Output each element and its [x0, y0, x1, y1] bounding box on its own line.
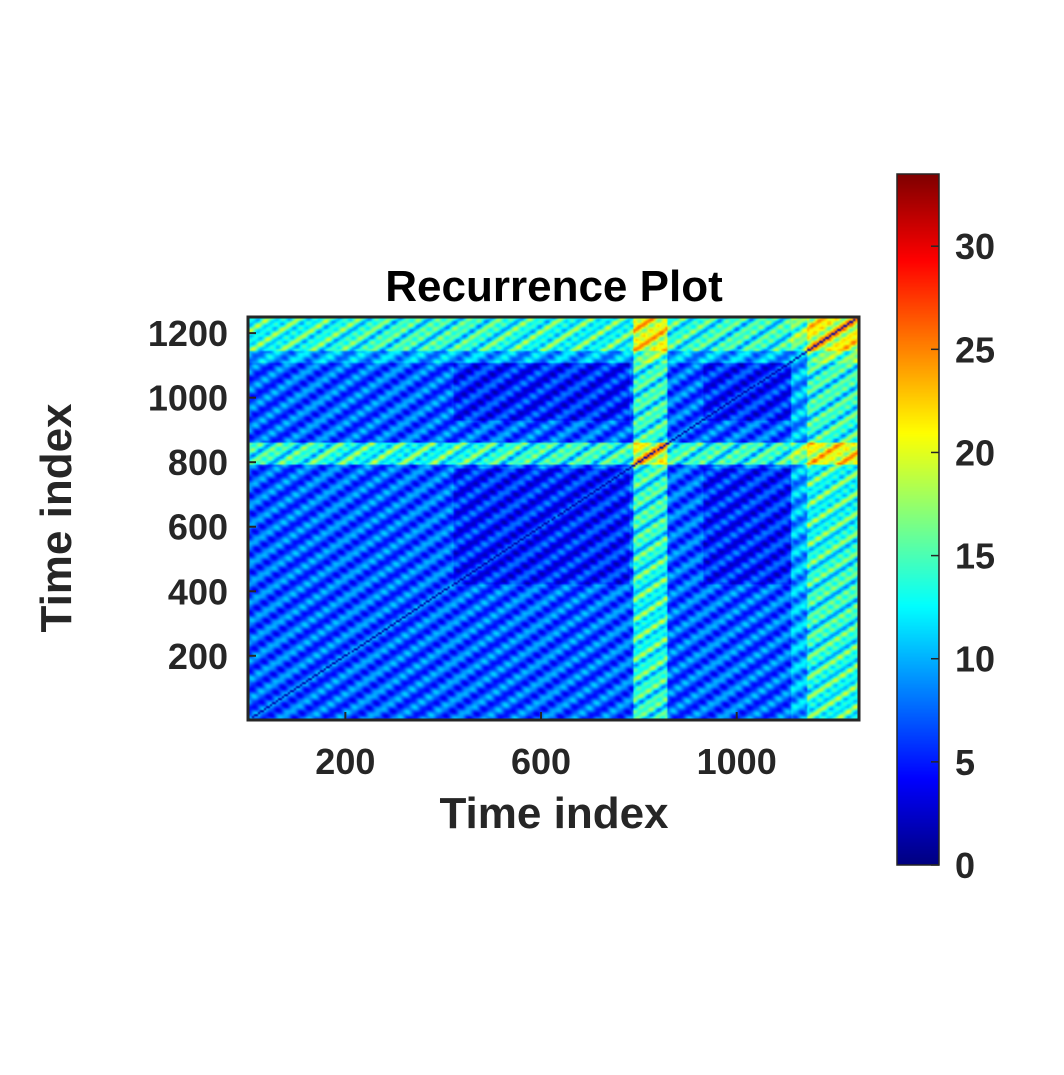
colorbar-gradient [897, 174, 939, 865]
colorbar: 0 5 10 15 20 25 30 [896, 173, 995, 886]
colorbar-tick-label: 10 [955, 639, 995, 680]
heatmap-area [246, 315, 861, 722]
y-axis-ticks: 200 400 600 800 1000 1200 [148, 313, 256, 677]
x-tick-label: 1000 [697, 741, 777, 782]
colorbar-tick-label: 25 [955, 329, 995, 370]
colorbar-tick-label: 20 [955, 432, 995, 473]
heatmap-image [248, 317, 859, 720]
y-tick-label: 600 [168, 507, 228, 548]
x-axis-ticks: 200 600 1000 [315, 712, 777, 782]
x-tick-label: 200 [315, 741, 375, 782]
y-tick-label: 1000 [148, 378, 228, 419]
y-tick-label: 800 [168, 442, 228, 483]
colorbar-frame [896, 173, 940, 866]
y-tick-label: 400 [168, 571, 228, 612]
colorbar-tick-label: 0 [955, 845, 975, 886]
plot-frame [246, 315, 861, 722]
y-tick-label: 200 [168, 636, 228, 677]
chart-title: Recurrence Plot [385, 262, 723, 311]
y-tick-label: 1200 [148, 313, 228, 354]
colorbar-ticks: 0 5 10 15 20 25 30 [931, 226, 995, 886]
colorbar-tick-label: 30 [955, 226, 995, 267]
x-tick-label: 600 [511, 741, 571, 782]
colorbar-tick-label: 15 [955, 536, 995, 577]
y-axis-label: Time index [32, 403, 81, 633]
colorbar-tick-label: 5 [955, 742, 975, 783]
x-axis-label: Time index [439, 789, 669, 838]
